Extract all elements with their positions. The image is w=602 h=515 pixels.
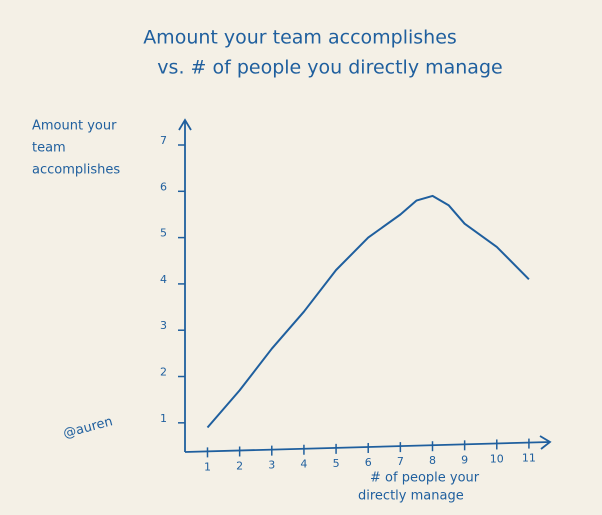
y-tick-label: 3 [160, 319, 167, 332]
chart-title: vs. # of people you directly manage [157, 57, 502, 79]
y-tick-label: 5 [160, 227, 167, 240]
x-tick-label: 5 [333, 457, 340, 470]
x-arrow [539, 435, 552, 450]
y-arrow [178, 118, 192, 131]
x-tick-label: 4 [300, 458, 307, 471]
x-tick-label: 9 [461, 453, 468, 466]
x-tick-label: 2 [236, 460, 243, 473]
x-tick-label: 11 [522, 452, 536, 465]
y-tick-label: 4 [160, 273, 167, 286]
y-axis-label: team [32, 141, 66, 156]
x-tick-label: 1 [204, 460, 211, 473]
y-tick-label: 1 [160, 412, 167, 425]
x-tick-label: 3 [268, 459, 275, 472]
y-tick-label: 2 [160, 366, 167, 379]
y-axis-label: accomplishes [32, 163, 120, 178]
y-axis-label: Amount your [32, 119, 117, 134]
x-tick-label: 6 [365, 456, 372, 469]
x-tick-label: 10 [490, 452, 504, 465]
line [206, 194, 530, 429]
chart-title: Amount your team accomplishes [143, 27, 457, 49]
x-tick-label: 8 [429, 454, 436, 467]
y-tick-label: 6 [160, 180, 167, 193]
x-axis-label: directly manage [358, 489, 464, 504]
y-tick-label: 7 [160, 134, 167, 147]
x-tick-label: 7 [397, 455, 404, 468]
x-axis-label: # of people your [370, 471, 480, 486]
